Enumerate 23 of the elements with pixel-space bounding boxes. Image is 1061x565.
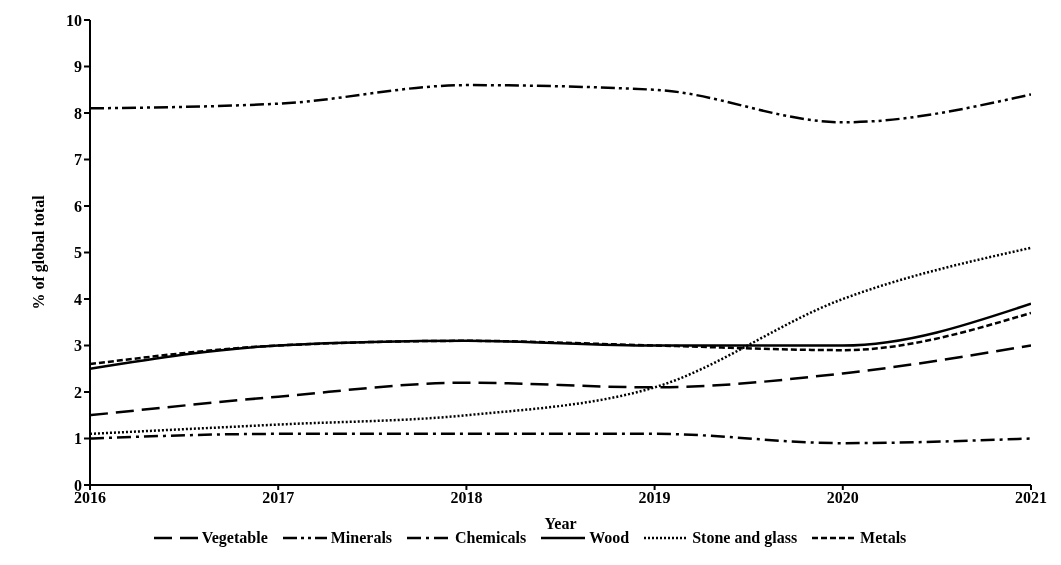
y-tick-label: 9 xyxy=(74,58,82,76)
y-tick-label: 6 xyxy=(74,197,82,215)
y-axis-title: % of global total xyxy=(29,194,48,310)
y-tick-label: 10 xyxy=(66,11,82,29)
y-tick-label: 7 xyxy=(74,151,82,169)
y-tick-label: 2 xyxy=(74,383,82,401)
x-tick-label: 2017 xyxy=(262,489,295,507)
x-tick-label: 2019 xyxy=(638,489,671,507)
legend-label: Vegetable xyxy=(201,529,268,547)
legend-label: Chemicals xyxy=(455,529,527,547)
y-tick-label: 3 xyxy=(74,337,82,355)
y-tick-label: 1 xyxy=(74,430,82,448)
x-axis-title: Year xyxy=(544,515,577,532)
x-tick-label: 2021 xyxy=(1015,489,1047,507)
legend-label: Stone and glass xyxy=(692,529,798,547)
y-tick-label: 4 xyxy=(74,290,82,308)
y-tick-label: 5 xyxy=(74,244,82,262)
x-tick-label: 2018 xyxy=(450,489,483,507)
legend-label: Minerals xyxy=(330,529,393,547)
legend-label: Wood xyxy=(589,529,630,547)
x-tick-label: 2020 xyxy=(826,489,859,507)
legend-label: Metals xyxy=(860,529,907,547)
y-tick-label: 8 xyxy=(74,104,82,122)
